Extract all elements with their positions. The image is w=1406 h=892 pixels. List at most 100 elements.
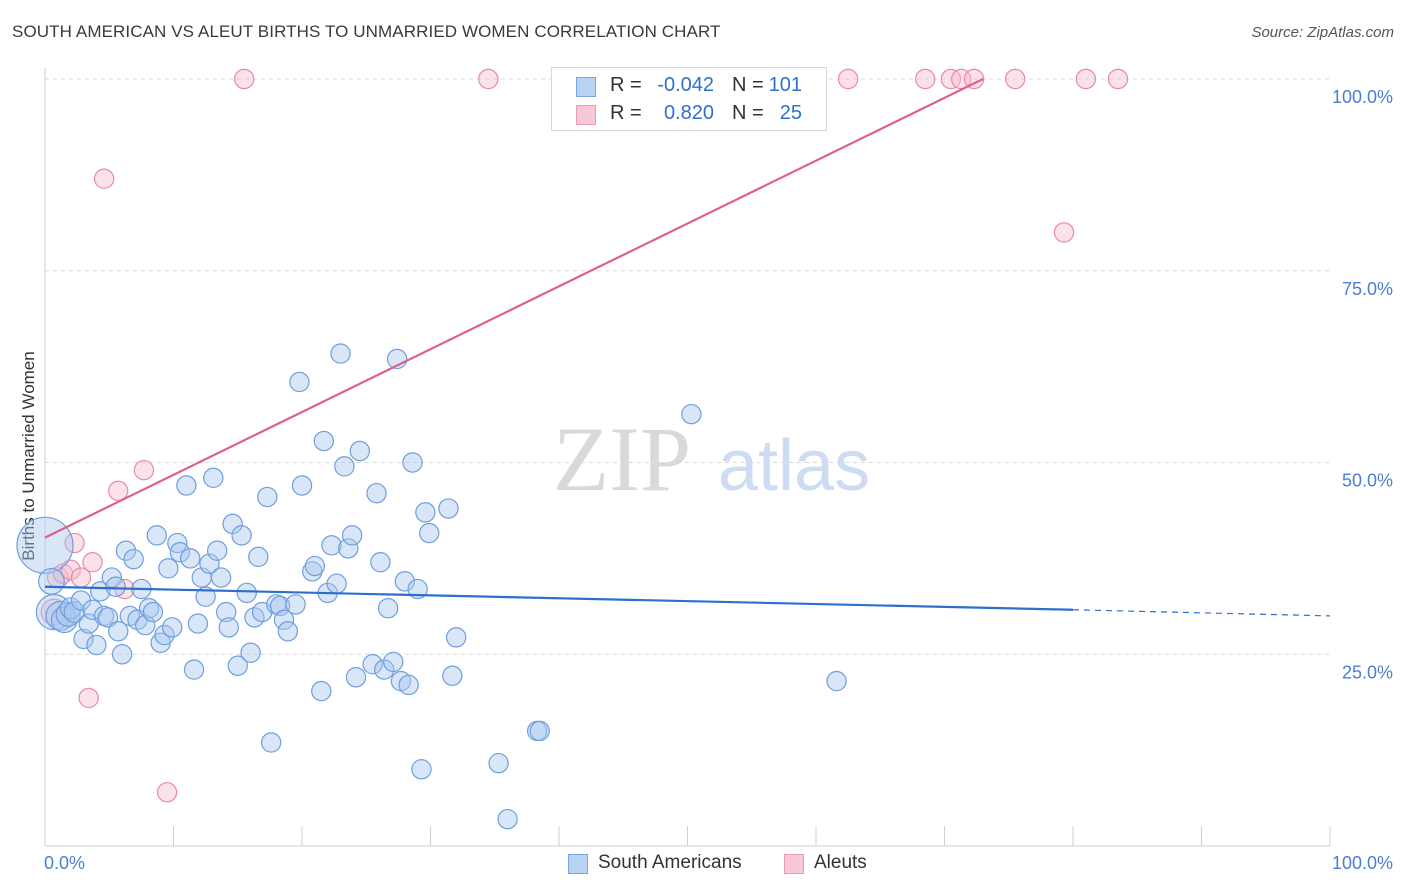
south-american-point — [488, 752, 509, 774]
aleut-point — [915, 68, 936, 90]
south-american-point — [138, 598, 160, 619]
south-american-point — [330, 343, 351, 364]
south-american-point — [291, 475, 313, 496]
south-american-point — [394, 571, 415, 592]
south-american-point — [195, 586, 216, 607]
south-american-point — [334, 456, 355, 477]
south-american-point — [146, 525, 167, 546]
south-american-point — [90, 581, 111, 602]
south-american-trend-line — [44, 585, 1074, 611]
south-american-point — [240, 642, 261, 663]
aleut-point — [233, 68, 255, 90]
south-american-point — [105, 576, 126, 597]
south-american-point — [218, 617, 239, 638]
south-american-point — [154, 624, 175, 646]
legend-label: Aleuts — [814, 852, 867, 873]
south-american-point — [289, 371, 310, 393]
south-american-point — [123, 548, 144, 570]
aleut-point — [64, 532, 85, 554]
south-american-point — [180, 548, 201, 569]
south-american-point — [73, 628, 94, 650]
south-american-point — [16, 516, 74, 574]
south-american-point — [442, 665, 463, 686]
south-american-point — [38, 567, 65, 595]
south-american-points — [16, 343, 847, 830]
south-american-point — [142, 601, 164, 623]
south-american-point — [86, 634, 107, 656]
south-american-point — [135, 614, 156, 636]
source-credit: Source: ZipAtlas.com — [1251, 24, 1394, 41]
y-tick-label: 25.0% — [1342, 662, 1393, 682]
south-american-point — [326, 573, 347, 594]
r-value: -0.042 — [657, 74, 714, 96]
south-american-point — [345, 667, 367, 688]
south-american-point — [55, 601, 81, 627]
n-value: 25 — [779, 102, 802, 124]
r-label: R = — [610, 74, 642, 96]
south-american-point — [415, 502, 436, 523]
south-american-point — [285, 594, 306, 615]
aleut-point — [93, 168, 115, 189]
south-american-point — [398, 674, 419, 696]
aleut-point — [133, 459, 155, 481]
south-american-point — [162, 617, 183, 638]
y-tick-label: 100.0% — [1332, 87, 1393, 107]
south-american-point — [231, 525, 252, 546]
pink-swatch — [576, 105, 596, 125]
south-american-point — [826, 670, 847, 692]
south-american-point — [313, 430, 335, 452]
south-american-point — [411, 759, 432, 780]
south-american-point — [45, 600, 76, 631]
aleut-point — [108, 480, 129, 502]
r-value: 0.820 — [663, 102, 714, 124]
south-american-point — [206, 540, 228, 561]
south-american-point — [377, 598, 399, 619]
south-american-point — [97, 607, 119, 628]
aleut-point — [1107, 68, 1129, 90]
south-american-point — [383, 651, 404, 673]
grid — [45, 78, 1330, 655]
x-tick-labels: 0.0% 100.0% — [44, 853, 1393, 873]
south-american-point — [210, 567, 232, 588]
south-american-point — [199, 553, 220, 574]
aleut-point — [963, 68, 985, 90]
south-american-point — [446, 627, 467, 648]
south-american-point — [311, 680, 332, 702]
south-american-point — [681, 403, 702, 425]
blue-swatch — [568, 854, 588, 874]
south-american-point — [419, 522, 440, 544]
south-american-point — [169, 542, 191, 563]
south-american-point — [260, 732, 282, 753]
south-american-point — [277, 621, 299, 642]
y-axis-label: Births to Unmarried Women — [19, 351, 38, 560]
y-tick-label: 50.0% — [1342, 471, 1393, 491]
south-american-point — [248, 546, 269, 568]
south-american-point — [529, 720, 550, 742]
south-american-point — [304, 555, 326, 577]
aleut-point — [1053, 222, 1075, 243]
south-american-trend-extension — [1072, 609, 1331, 617]
south-american-point — [257, 486, 278, 508]
south-american-point — [338, 538, 359, 559]
south-american-point — [438, 498, 459, 519]
blue-swatch — [576, 77, 596, 97]
south-american-point — [111, 644, 133, 665]
x-tick-label: 0.0% — [44, 853, 85, 873]
south-american-point — [321, 535, 342, 556]
south-american-point — [176, 475, 197, 496]
aleut-point — [60, 559, 81, 581]
aleut-point — [1075, 68, 1097, 90]
n-label: N = — [732, 102, 764, 124]
south-american-point — [370, 552, 391, 573]
south-american-point — [187, 613, 209, 634]
south-american-point — [349, 440, 371, 462]
south-american-point — [227, 655, 248, 676]
aleut-point — [837, 68, 859, 90]
aleut-point — [82, 552, 103, 573]
south-american-point — [362, 654, 383, 675]
south-american-point — [366, 482, 387, 504]
aleut-point — [78, 687, 99, 709]
south-american-point — [59, 597, 82, 620]
aleut-point — [478, 68, 499, 90]
